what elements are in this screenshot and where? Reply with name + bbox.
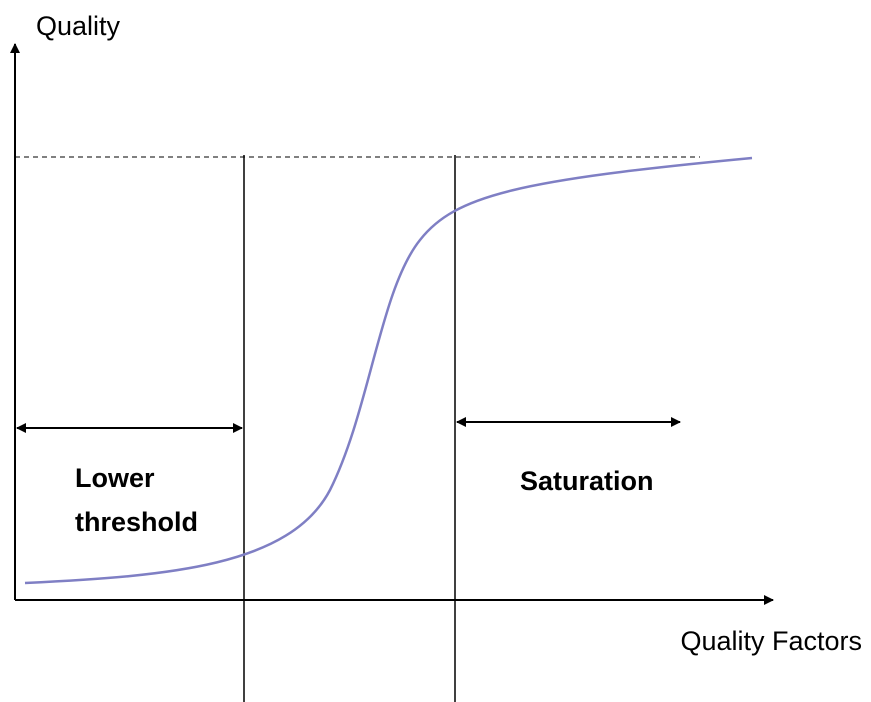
lower-label: threshold [75,507,198,537]
quality-curve [24,156,753,585]
lower-label: Lower [75,463,155,493]
x-axis-label: Quality Factors [680,626,862,656]
y-axis-label: Quality [36,11,121,41]
saturation-label: Saturation [520,466,654,496]
